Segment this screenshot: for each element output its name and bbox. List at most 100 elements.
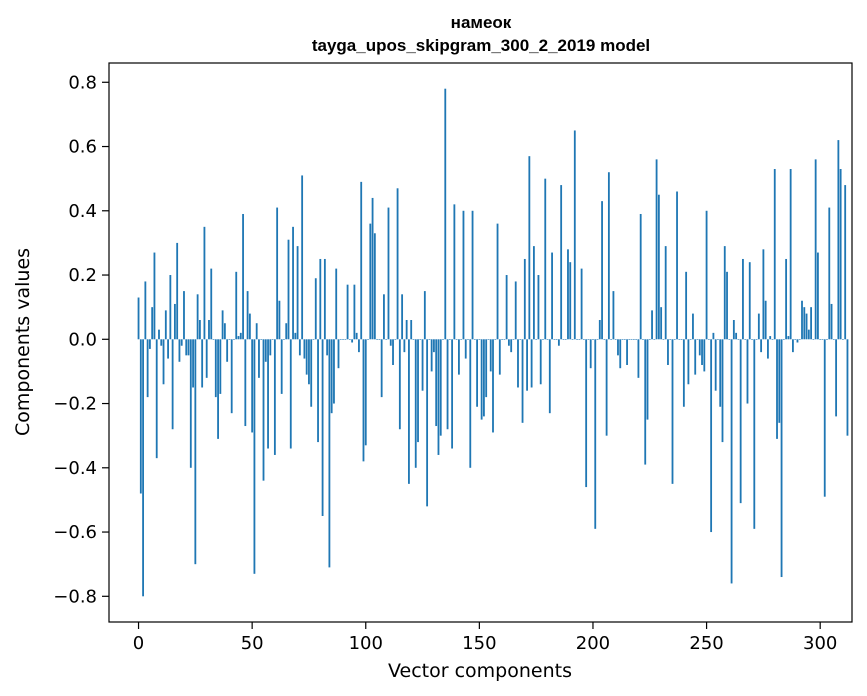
bar-24 bbox=[192, 339, 194, 388]
bar-16 bbox=[173, 303, 176, 340]
bar-289 bbox=[794, 339, 797, 340]
bar-272 bbox=[755, 339, 758, 340]
bar-209 bbox=[612, 291, 615, 340]
y-tick-label-4: 0.0 bbox=[68, 329, 97, 350]
bar-148 bbox=[473, 339, 476, 340]
bar-271 bbox=[753, 339, 756, 529]
y-axis-ticks: 0.8 0.6 0.4 0.2 0.0 −0.2 −0.4 −0.6 −0.8 bbox=[53, 72, 109, 607]
bar-224 bbox=[646, 339, 649, 420]
bar-136 bbox=[446, 339, 449, 430]
bar-247 bbox=[698, 339, 701, 356]
bar-177 bbox=[539, 339, 542, 385]
bar-281 bbox=[776, 339, 778, 439]
bar-57 bbox=[267, 339, 269, 449]
bar-164 bbox=[510, 339, 513, 353]
bar-12 bbox=[164, 310, 167, 340]
bar-211 bbox=[617, 339, 619, 356]
bar-21 bbox=[185, 339, 188, 356]
bar-108 bbox=[383, 294, 385, 340]
bar-197 bbox=[585, 339, 588, 488]
bar-233 bbox=[667, 339, 669, 365]
bar-157 bbox=[494, 339, 497, 340]
x-tick-label-150: 150 bbox=[462, 633, 496, 654]
bar-125 bbox=[421, 339, 424, 391]
bar-120 bbox=[410, 320, 413, 340]
y-tick-label-7: −0.6 bbox=[53, 522, 97, 543]
bar-29 bbox=[203, 226, 206, 340]
bar-36 bbox=[219, 339, 222, 394]
bar-23 bbox=[189, 339, 192, 468]
bar-302 bbox=[823, 339, 826, 497]
bar-40 bbox=[228, 339, 231, 340]
bar-287 bbox=[789, 169, 792, 340]
bar-243 bbox=[689, 339, 692, 340]
bar-116 bbox=[401, 294, 404, 340]
bar-212 bbox=[619, 339, 622, 369]
bar-251 bbox=[707, 339, 710, 340]
bar-30 bbox=[205, 339, 208, 378]
bar-49 bbox=[248, 313, 251, 340]
bar-73 bbox=[303, 339, 306, 359]
bar-150 bbox=[478, 339, 481, 340]
bar-121 bbox=[412, 339, 415, 340]
bar-295 bbox=[807, 329, 810, 340]
y-tick-label-6: −0.4 bbox=[53, 458, 97, 479]
bar-267 bbox=[744, 339, 747, 340]
bar-163 bbox=[507, 339, 510, 346]
bar-106 bbox=[378, 339, 381, 340]
bar-56 bbox=[264, 339, 267, 362]
bar-122 bbox=[414, 339, 417, 468]
bar-176 bbox=[537, 275, 540, 340]
bar-258 bbox=[723, 246, 726, 340]
bar-227 bbox=[653, 339, 656, 340]
bar-252 bbox=[710, 339, 713, 533]
bar-0 bbox=[137, 297, 140, 340]
bar-88 bbox=[337, 339, 340, 369]
bar-67 bbox=[289, 339, 292, 449]
bar-219 bbox=[635, 339, 638, 340]
bar-288 bbox=[792, 339, 794, 353]
bar-171 bbox=[526, 339, 528, 391]
bar-51 bbox=[253, 339, 256, 574]
bar-299 bbox=[817, 252, 819, 340]
bar-70 bbox=[296, 246, 299, 340]
bar-114 bbox=[396, 188, 399, 340]
bar-62 bbox=[278, 300, 281, 340]
bar-155 bbox=[489, 339, 492, 372]
bar-141 bbox=[458, 339, 460, 375]
bar-275 bbox=[762, 249, 765, 340]
bar-101 bbox=[367, 339, 369, 340]
bar-15 bbox=[171, 339, 174, 430]
bar-241 bbox=[685, 271, 688, 340]
bar-210 bbox=[614, 339, 617, 340]
bar-45 bbox=[239, 332, 242, 340]
bar-132 bbox=[437, 339, 440, 455]
bar-43 bbox=[235, 271, 238, 340]
bar-133 bbox=[439, 339, 442, 436]
bar-1 bbox=[139, 339, 142, 494]
bar-296 bbox=[810, 307, 813, 340]
bar-26 bbox=[196, 294, 199, 340]
bar-91 bbox=[344, 339, 347, 340]
bar-277 bbox=[767, 339, 769, 359]
bar-240 bbox=[682, 339, 685, 407]
bar-250 bbox=[705, 210, 708, 340]
bar-188 bbox=[564, 339, 567, 340]
bar-25 bbox=[194, 339, 197, 565]
bar-110 bbox=[387, 207, 390, 340]
bar-119 bbox=[408, 339, 410, 484]
bar-222 bbox=[642, 339, 644, 340]
bar-255 bbox=[717, 339, 719, 340]
bar-80 bbox=[319, 258, 322, 340]
bar-140 bbox=[455, 339, 458, 340]
bar-229 bbox=[657, 194, 660, 340]
bar-213 bbox=[621, 339, 624, 340]
bar-186 bbox=[560, 185, 563, 340]
bar-139 bbox=[453, 204, 456, 340]
bar-309 bbox=[839, 169, 842, 340]
bar-93 bbox=[348, 339, 351, 340]
bar-131 bbox=[435, 339, 438, 427]
bar-37 bbox=[221, 310, 224, 340]
